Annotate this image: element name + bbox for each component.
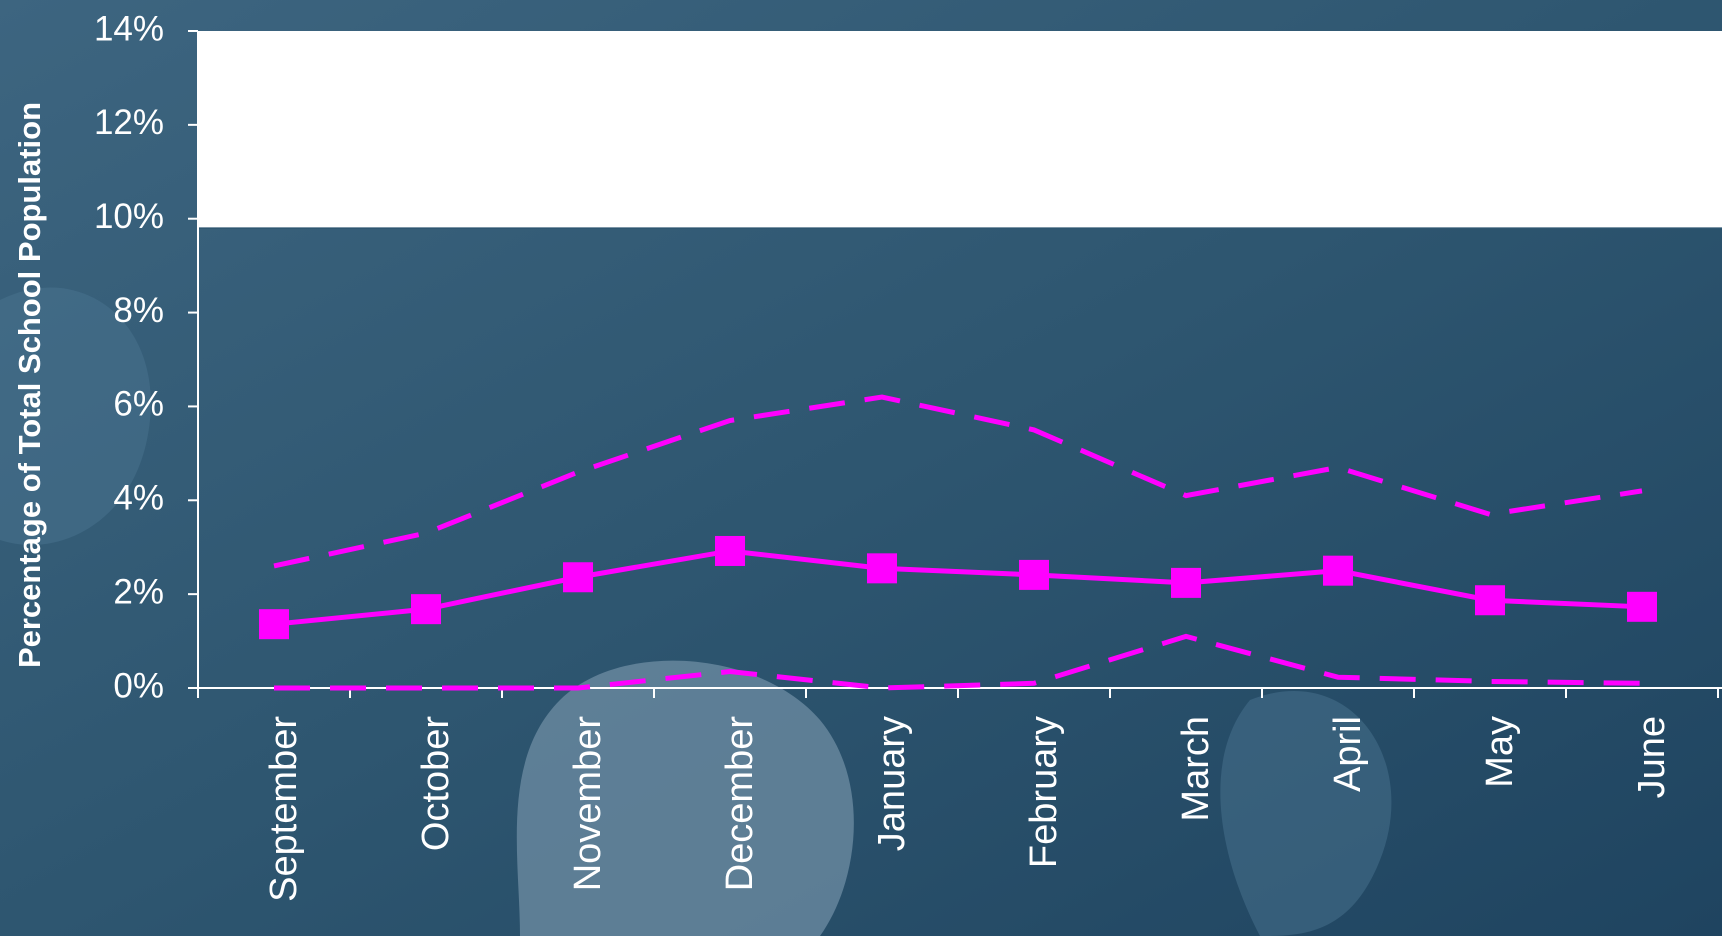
y-tick-label: 14%	[94, 9, 164, 48]
y-tick-label: 6%	[113, 385, 164, 424]
y-tick-label: 2%	[113, 572, 164, 611]
line	[273, 548, 1643, 627]
x-tick-label: January	[871, 716, 913, 851]
marker	[867, 553, 897, 584]
x-tick-label: February	[1023, 716, 1065, 868]
marker	[1627, 591, 1657, 622]
y-tick-label: 8%	[113, 291, 164, 330]
y-axis-label: Percentage of Total School Population	[12, 102, 47, 668]
background-shape	[0, 287, 151, 545]
x-tick-label: April	[1327, 716, 1369, 792]
x-tick-label: May	[1479, 716, 1521, 788]
y-tick-label: 0%	[113, 666, 164, 705]
marker	[1323, 555, 1353, 586]
marker	[563, 562, 593, 593]
marker	[1019, 559, 1049, 590]
y-tick-label: 4%	[113, 479, 164, 518]
x-tick-label: June	[1631, 716, 1673, 798]
background-shape	[516, 660, 854, 936]
x-tick-label: October	[415, 716, 457, 852]
marker	[715, 535, 745, 566]
marker	[259, 609, 289, 640]
marker	[1475, 585, 1505, 616]
x-tick-label: December	[719, 716, 761, 892]
y-tick-label: 10%	[94, 197, 164, 236]
background-shape	[1220, 690, 1392, 936]
x-tick-label: September	[263, 716, 305, 902]
y-tick-label: 12%	[94, 103, 164, 142]
x-tick-label: November	[567, 716, 609, 892]
plot-area	[198, 31, 1722, 229]
marker	[1171, 567, 1201, 598]
dashed-line	[274, 633, 1643, 691]
x-tick-label: March	[1175, 716, 1217, 822]
marker	[411, 594, 441, 625]
dashed-line	[273, 394, 1643, 569]
